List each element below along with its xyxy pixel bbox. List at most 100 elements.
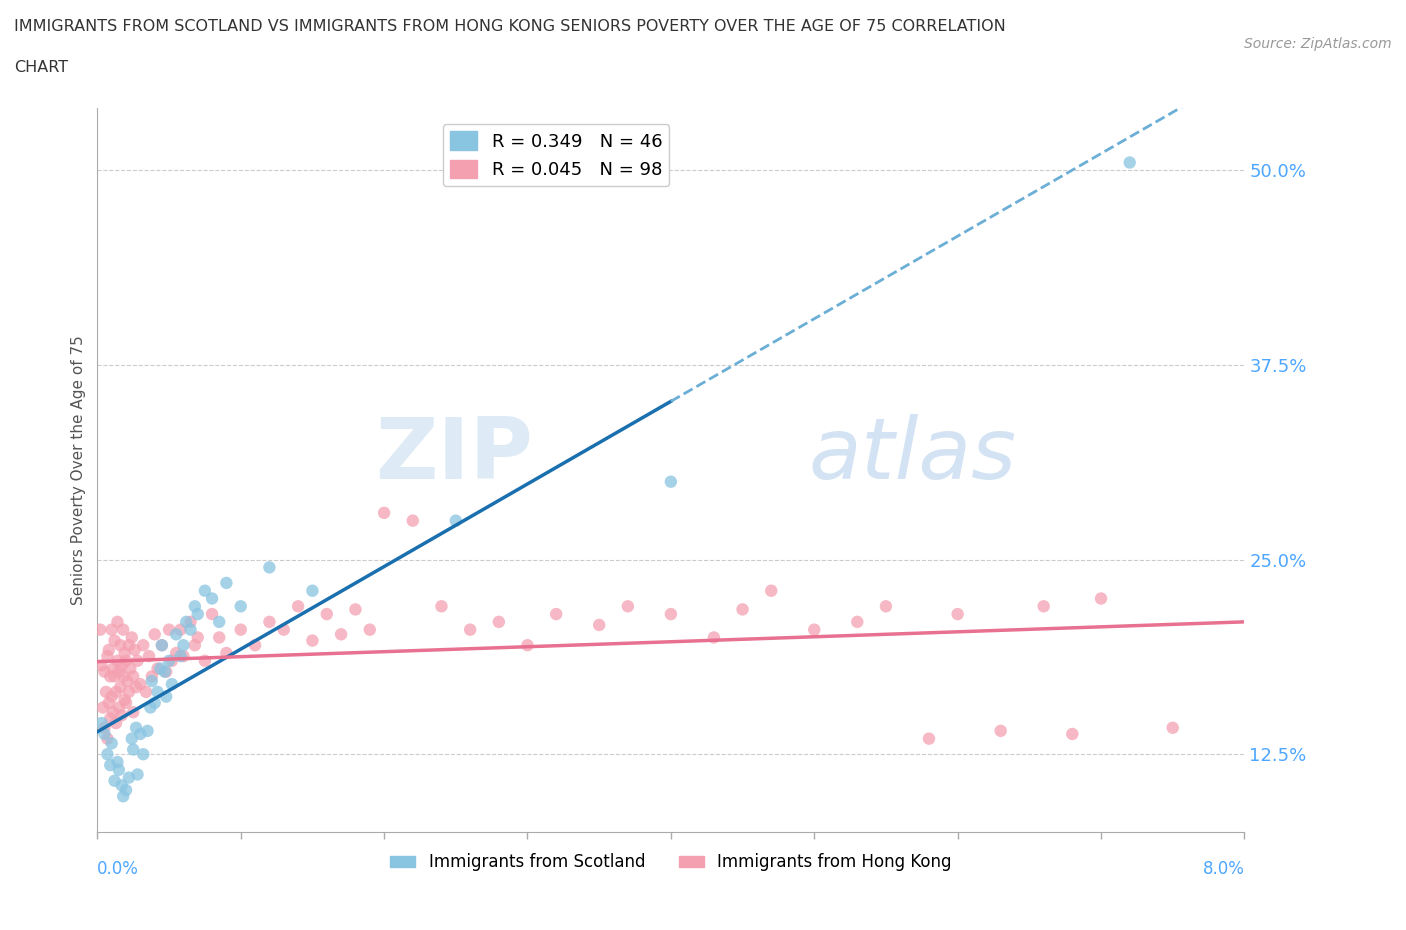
Point <box>373 505 395 520</box>
Point <box>208 615 231 630</box>
Point <box>101 705 124 720</box>
Point <box>90 716 112 731</box>
Point <box>108 763 131 777</box>
Point <box>160 677 183 692</box>
Point <box>1161 721 1184 736</box>
Point <box>208 630 231 644</box>
Point <box>172 649 194 664</box>
Point <box>359 622 381 637</box>
Point <box>101 661 124 676</box>
Point <box>155 664 177 679</box>
Point <box>94 684 117 699</box>
Point <box>103 773 125 788</box>
Point <box>112 669 135 684</box>
Point <box>184 638 207 653</box>
Point <box>169 649 191 664</box>
Point <box>1062 726 1084 741</box>
Point <box>180 622 202 637</box>
Point <box>97 696 120 711</box>
Point <box>180 615 202 630</box>
Point <box>402 513 425 528</box>
Point <box>215 645 238 660</box>
Point <box>125 680 148 695</box>
Point <box>96 731 118 746</box>
Point <box>194 654 217 669</box>
Point <box>215 576 238 591</box>
Point <box>315 606 337 621</box>
Point <box>150 638 173 653</box>
Point <box>93 721 115 736</box>
Point <box>330 627 353 642</box>
Point <box>1118 155 1140 170</box>
Point <box>172 638 194 653</box>
Point <box>146 661 169 676</box>
Point <box>165 645 187 660</box>
Point <box>184 599 207 614</box>
Point <box>659 606 682 621</box>
Point <box>107 654 129 669</box>
Point <box>104 684 127 699</box>
Point <box>141 673 163 688</box>
Point <box>201 591 224 606</box>
Point <box>875 599 897 614</box>
Legend: Immigrants from Scotland, Immigrants from Hong Kong: Immigrants from Scotland, Immigrants fro… <box>384 846 957 878</box>
Point <box>98 758 121 773</box>
Point <box>107 754 129 769</box>
Point <box>617 599 640 614</box>
Point <box>143 627 166 642</box>
Text: atlas: atlas <box>808 414 1017 497</box>
Point <box>287 599 309 614</box>
Point <box>150 638 173 653</box>
Point <box>96 649 118 664</box>
Point <box>259 615 281 630</box>
Point <box>100 736 122 751</box>
Point <box>110 680 132 695</box>
Point <box>120 661 142 676</box>
Point <box>103 633 125 648</box>
Point <box>103 669 125 684</box>
Text: 8.0%: 8.0% <box>1202 860 1244 878</box>
Point <box>659 474 682 489</box>
Text: 0.0%: 0.0% <box>97 860 139 878</box>
Point <box>516 638 538 653</box>
Point <box>98 711 121 725</box>
Point <box>112 789 135 804</box>
Point <box>108 664 131 679</box>
Text: Source: ZipAtlas.com: Source: ZipAtlas.com <box>1244 37 1392 51</box>
Point <box>138 649 160 664</box>
Point <box>187 630 209 644</box>
Point <box>121 731 143 746</box>
Point <box>946 606 969 621</box>
Text: ZIP: ZIP <box>375 414 533 497</box>
Point <box>146 684 169 699</box>
Y-axis label: Seniors Poverty Over the Age of 75: Seniors Poverty Over the Age of 75 <box>72 335 86 604</box>
Point <box>1032 599 1054 614</box>
Point <box>121 630 143 644</box>
Point <box>157 622 180 637</box>
Point <box>169 622 191 637</box>
Point <box>344 602 367 617</box>
Point <box>108 700 131 715</box>
Point <box>430 599 453 614</box>
Point <box>135 684 157 699</box>
Point <box>122 705 145 720</box>
Point <box>155 689 177 704</box>
Text: IMMIGRANTS FROM SCOTLAND VS IMMIGRANTS FROM HONG KONG SENIORS POVERTY OVER THE A: IMMIGRANTS FROM SCOTLAND VS IMMIGRANTS F… <box>14 19 1005 33</box>
Point <box>107 615 129 630</box>
Point <box>124 643 146 658</box>
Point <box>93 726 115 741</box>
Point <box>112 622 135 637</box>
Point <box>243 638 266 653</box>
Point <box>160 654 183 669</box>
Point <box>122 669 145 684</box>
Point <box>100 689 122 704</box>
Point <box>129 677 152 692</box>
Point <box>165 627 187 642</box>
Point <box>139 700 162 715</box>
Point <box>118 684 141 699</box>
Point <box>118 770 141 785</box>
Point <box>918 731 941 746</box>
Point <box>846 615 869 630</box>
Point <box>143 696 166 711</box>
Point <box>100 622 122 637</box>
